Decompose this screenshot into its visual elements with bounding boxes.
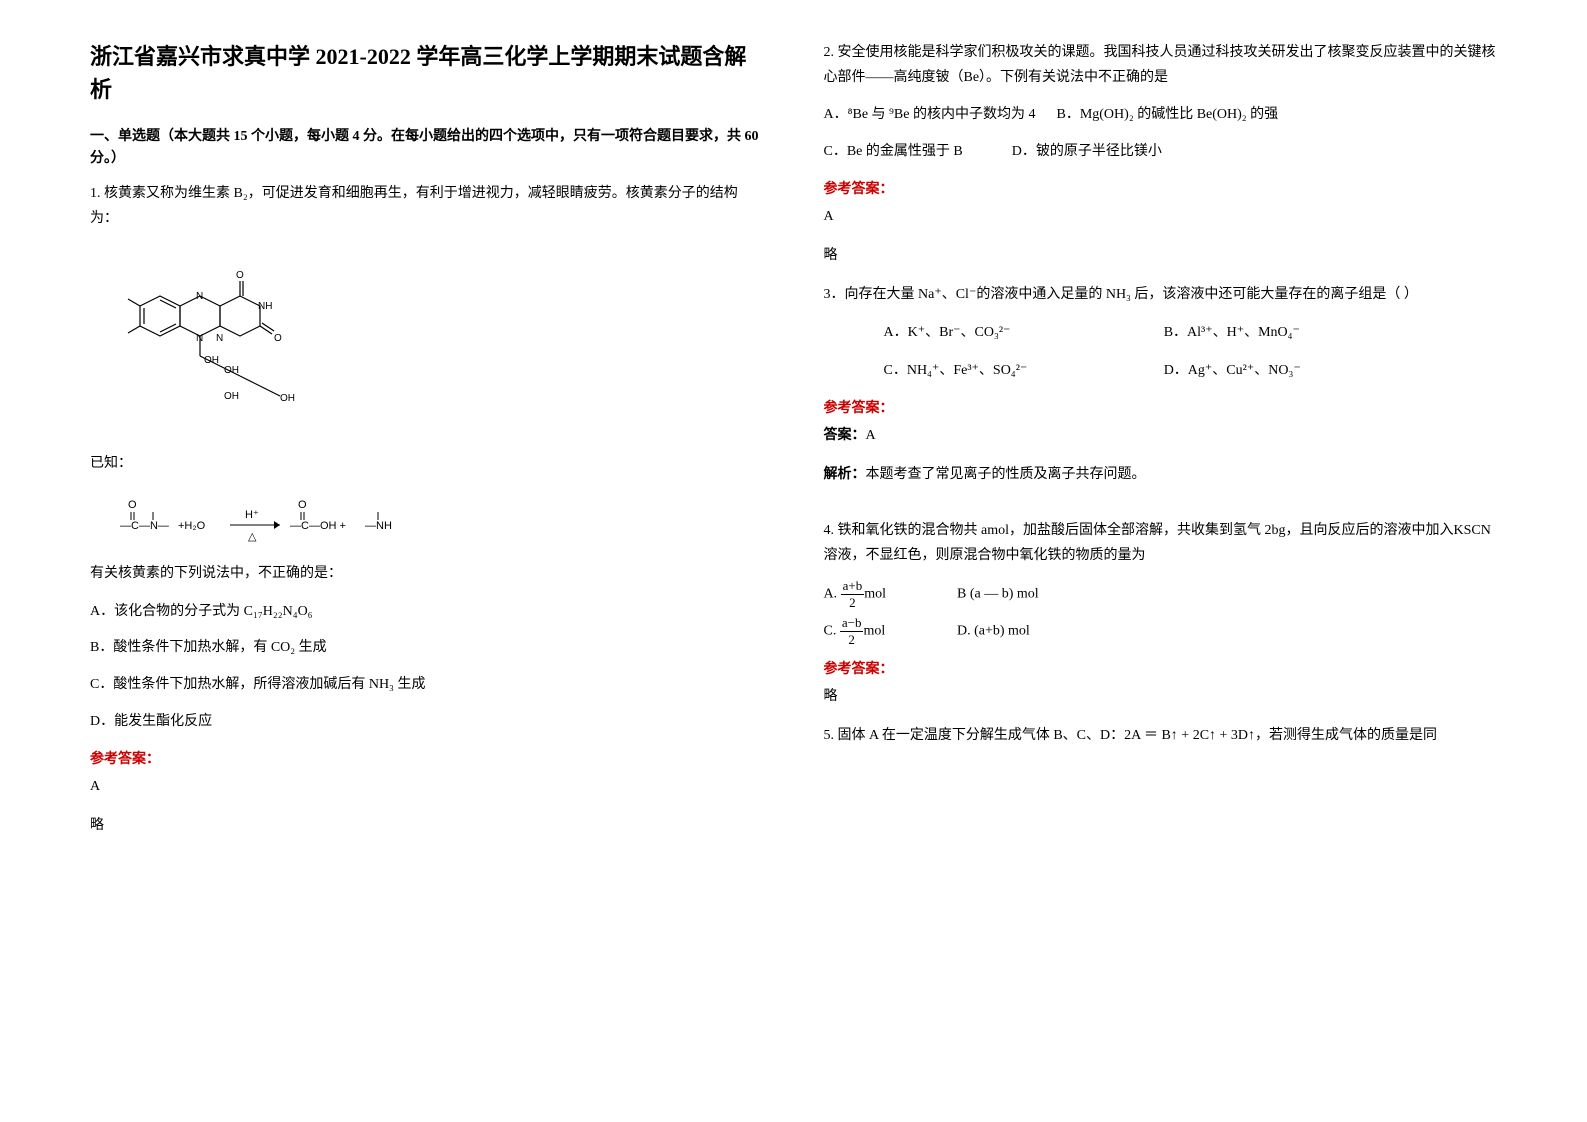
svg-text:△: △ <box>248 531 257 543</box>
section-1-heading: 一、单选题（本大题共 15 个小题，每小题 4 分。在每小题给出的四个选项中，只… <box>90 126 764 171</box>
svg-text:OH: OH <box>280 393 295 404</box>
svg-text:O: O <box>236 270 244 281</box>
svg-text:NH: NH <box>258 301 272 312</box>
q2-option-b: B．Mg(OH)₂ 的碱性比 Be(OH)₂ 的强 <box>1056 107 1278 122</box>
q4-options-row2: C. a−b2mol D. (a+b) mol <box>824 615 1498 648</box>
q4-stem: 4. 铁和氧化铁的混合物共 amol，加盐酸后固体全部溶解，共收集到氢气 2bg… <box>824 518 1498 568</box>
q1-option-c: C．酸性条件下加热水解，所得溶液加碱后有 NH₃ 生成 <box>90 670 764 701</box>
known-label: 已知： <box>90 451 764 476</box>
svg-text:N: N <box>196 333 203 344</box>
q4-answer-label: 参考答案： <box>824 658 1498 678</box>
q3-options-row2: C．NH₄⁺、Fe³⁺、SO₄²⁻ D．Ag⁺、Cu²⁺、NO₃⁻ <box>884 356 1423 387</box>
q2-answer-label: 参考答案： <box>824 178 1498 198</box>
q3-answer-label: 参考答案： <box>824 397 1498 417</box>
q3-exp-head: 解析： <box>824 467 866 482</box>
q3-option-a: A．K⁺、Br⁻、CO₃²⁻ <box>884 318 1143 349</box>
left-column: 浙江省嘉兴市求真中学 2021-2022 学年高三化学上学期期末试题含解析 一、… <box>60 40 794 1082</box>
q4-option-b: B (a — b) mol <box>957 587 1039 602</box>
svg-text:+H₂O: +H₂O <box>178 520 206 532</box>
q2-option-d: D．铍的原子半径比镁小 <box>1012 144 1162 159</box>
svg-text:H⁺: H⁺ <box>245 509 259 521</box>
q1-option-a: A．该化合物的分子式为 C₁₇H₂₂N₄O₆ <box>90 597 764 628</box>
q1-stem: 1. 核黄素又称为维生素 B₂，可促进发育和细胞再生，有利于增进视力，减轻眼睛疲… <box>90 181 764 231</box>
q3-options-row1: A．K⁺、Br⁻、CO₃²⁻ B．Al³⁺、H⁺、MnO₄⁻ <box>884 318 1423 349</box>
q5-stem: 5. 固体 A 在一定温度下分解生成气体 B、C、D：2A ＝ B↑ + 2C↑… <box>824 723 1498 748</box>
q4-option-c: C. a−b2mol <box>824 615 954 648</box>
q4-omit: 略 <box>824 684 1498 709</box>
hydrolysis-reaction-diagram: O —C—N— +H₂O H⁺ △ O —C—OH + —NH <box>120 496 410 551</box>
q2-options-row2: C．Be 的金属性强于 B D．铍的原子半径比镁小 <box>824 137 1498 168</box>
q3-answer: A <box>866 428 876 443</box>
svg-text:—C—OH +: —C—OH + <box>290 520 346 532</box>
q2-omit: 略 <box>824 243 1498 268</box>
q3-explanation: 本题考查了常见离子的性质及离子共存问题。 <box>866 467 1146 482</box>
exam-title: 浙江省嘉兴市求真中学 2021-2022 学年高三化学上学期期末试题含解析 <box>90 40 764 106</box>
q3-option-d: D．Ag⁺、Cu²⁺、NO₃⁻ <box>1164 356 1423 387</box>
svg-text:—NH: —NH <box>365 520 392 532</box>
q3-stem: 3．向存在大量 Na⁺、Cl⁻的溶液中通入足量的 NH₃ 后，该溶液中还可能大量… <box>824 282 1498 307</box>
q2-options-row1: A．⁸Be 与 ⁹Be 的核内中子数均为 4 B．Mg(OH)₂ 的碱性比 Be… <box>824 100 1498 131</box>
q3-option-c: C．NH₄⁺、Fe³⁺、SO₄²⁻ <box>884 356 1143 387</box>
svg-text:OH: OH <box>224 365 239 376</box>
q3-answer-head: 答案： <box>824 428 866 443</box>
q1-omit: 略 <box>90 813 764 838</box>
q2-option-c: C．Be 的金属性强于 B <box>824 144 963 159</box>
svg-text:OH: OH <box>224 391 239 402</box>
q3-answer-line: 答案：A <box>824 423 1498 448</box>
svg-text:OH: OH <box>204 355 219 366</box>
q2-option-a: A．⁸Be 与 ⁹Be 的核内中子数均为 4 <box>824 107 1036 122</box>
right-column: 2. 安全使用核能是科学家们积极攻关的课题。我国科技人员通过科技攻关研发出了核聚… <box>794 40 1528 1082</box>
svg-text:N: N <box>216 333 223 344</box>
q1-option-b: B．酸性条件下加热水解，有 CO₂ 生成 <box>90 633 764 664</box>
svg-text:O: O <box>128 499 137 511</box>
q2-stem: 2. 安全使用核能是科学家们积极攻关的课题。我国科技人员通过科技攻关研发出了核聚… <box>824 40 1498 90</box>
svg-text:O: O <box>274 333 282 344</box>
q1-option-d: D．能发生酯化反应 <box>90 707 764 738</box>
q4-option-a: A. a+b2mol <box>824 578 954 611</box>
svg-text:—C—N—: —C—N— <box>120 520 169 532</box>
q2-answer: A <box>824 204 1498 229</box>
q1-answer-label: 参考答案： <box>90 748 764 768</box>
q1-stem-2: 有关核黄素的下列说法中，不正确的是： <box>90 561 764 586</box>
q4-option-d: D. (a+b) mol <box>957 624 1030 639</box>
svg-text:O: O <box>298 499 307 511</box>
q4-options-row1: A. a+b2mol B (a — b) mol <box>824 578 1498 611</box>
q1-answer: A <box>90 774 764 799</box>
svg-text:N: N <box>196 291 203 302</box>
q3-option-b: B．Al³⁺、H⁺、MnO₄⁻ <box>1164 318 1423 349</box>
riboflavin-structure-diagram: N N N NH O O OH OH OH OH <box>120 251 320 431</box>
q3-explanation-line: 解析：本题考查了常见离子的性质及离子共存问题。 <box>824 462 1498 487</box>
